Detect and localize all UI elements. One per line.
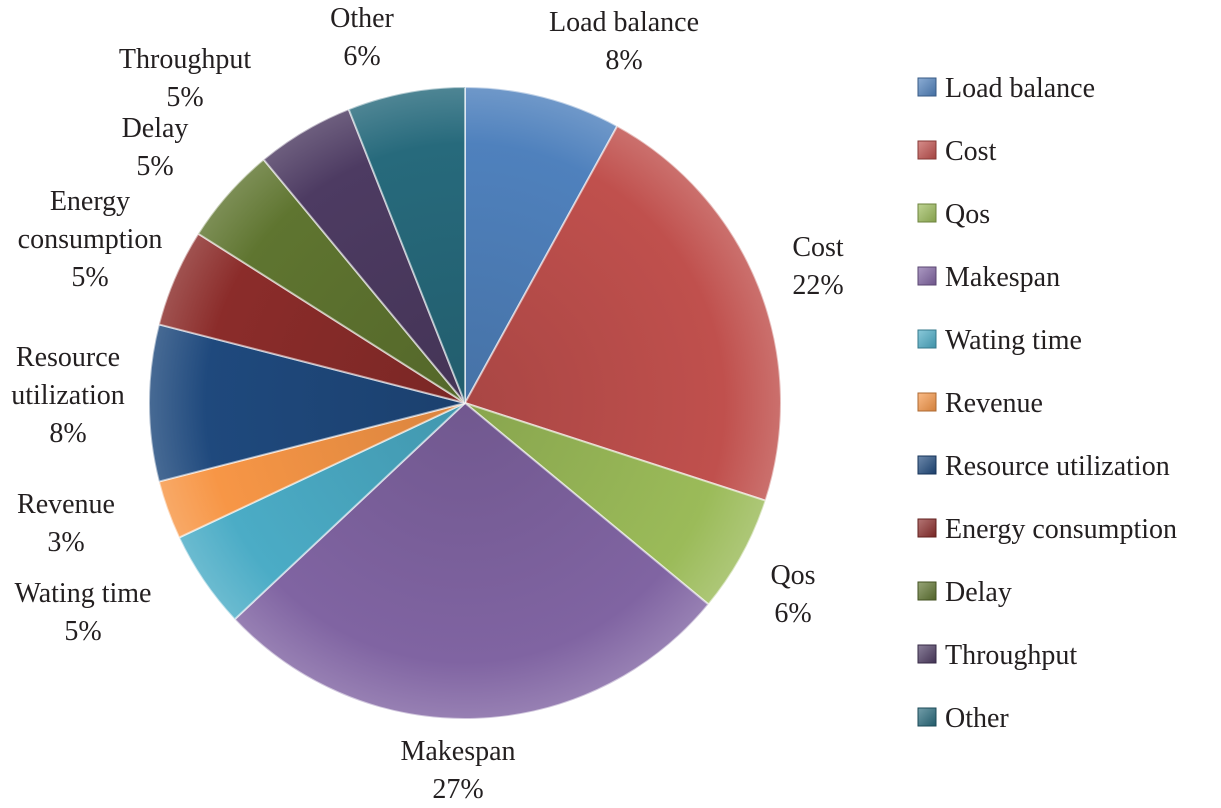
slice-label-other: Other 6% [330,3,394,72]
legend-swatch [917,392,937,412]
pie-slice-qos [464,402,767,606]
pie-slice-resource-utilization [148,323,466,483]
legend-label: Makespan [945,262,1060,293]
legend-label: Wating time [945,325,1082,356]
legend-label: Resource utilization [945,451,1170,482]
slice-labels: Load balance 8% Cost 22% Qos 6% Makespan 27% Wat… [11,3,844,805]
legend-label: Cost [945,136,997,167]
slice-label-wating-time: Wating time 5% [15,578,152,647]
legend-label: Load balance [945,73,1095,104]
legend-swatch [917,203,937,223]
slice-label-cost: Cost 22% [792,232,844,301]
legend: Load balance Cost Qos Makespan Wating time Re… [917,73,1177,734]
legend-label: Throughput [945,640,1077,671]
legend-swatch [917,581,937,601]
slice-label-load-balance: Load balance 8% [549,7,699,76]
slice-label-throughput: Throughput 5% [119,44,251,113]
legend-label: Delay [945,577,1012,608]
slice-label-revenue: Revenue 3% [17,489,115,558]
pie-slice-other [347,85,466,404]
legend-label: Qos [945,199,990,230]
legend-swatch [917,329,937,349]
legend-swatch [917,455,937,475]
legend-label: Other [945,703,1009,734]
slice-label-energy-consumption: Energy consumption 5% [18,186,163,293]
legend-label: Energy consumption [945,514,1177,545]
pie-slice-makespan [233,401,710,720]
legend-label: Revenue [945,388,1043,419]
legend-swatch [917,77,937,97]
slice-label-resource-utilization: Resource utilization 8% [11,342,125,449]
pie-slices [148,85,782,720]
pie-slice-load-balance [464,85,619,404]
slice-label-delay: Delay 5% [122,113,189,182]
pie-slice-cost [463,124,782,502]
legend-swatch [917,518,937,538]
legend-swatch [917,266,937,286]
slice-label-makespan: Makespan 27% [400,736,515,805]
legend-swatch [917,644,937,664]
legend-swatch [917,140,937,160]
legend-swatch [917,707,937,727]
slice-label-qos: Qos 6% [770,560,815,629]
